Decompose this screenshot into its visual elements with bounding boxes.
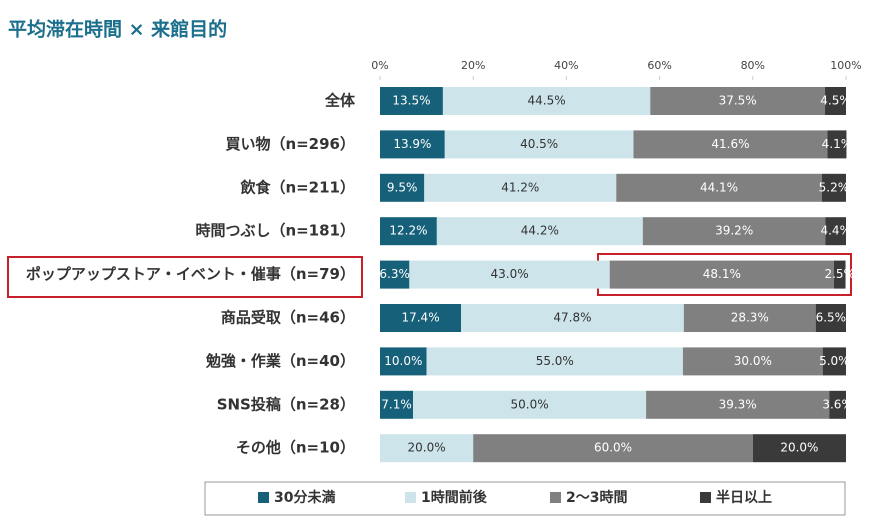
bar-segment xyxy=(642,217,826,246)
bar-segment xyxy=(633,130,828,159)
category-label: 飲食（n=211） xyxy=(239,178,355,196)
x-tick-label: 40% xyxy=(554,59,578,72)
bar-segment xyxy=(650,87,826,115)
bar-segment xyxy=(825,217,846,246)
legend-label: 30分未満 xyxy=(274,489,335,506)
value-label: 43.0% xyxy=(490,267,528,281)
bar-segment xyxy=(380,130,445,159)
value-label: 37.5% xyxy=(719,94,757,108)
bar-segment xyxy=(825,87,846,115)
value-label: 44.2% xyxy=(521,224,559,238)
value-label: 5.2% xyxy=(819,180,850,194)
bar-segment xyxy=(409,260,610,289)
bar-segment xyxy=(380,173,425,202)
category-label: 勉強・作業（n=40） xyxy=(205,352,355,370)
value-label: 50.0% xyxy=(511,397,549,411)
x-tick-label: 80% xyxy=(741,59,765,72)
bar-segment xyxy=(752,434,846,463)
bar-segment xyxy=(461,304,684,332)
highlight-box xyxy=(7,256,363,298)
value-label: 41.6% xyxy=(711,137,749,151)
category-label: 買い物（n=296） xyxy=(225,135,355,153)
legend-label: 2〜3時間 xyxy=(566,489,627,506)
value-label: 40.5% xyxy=(520,137,558,151)
value-label: 2.5% xyxy=(824,267,855,281)
value-label: 13.5% xyxy=(392,94,430,108)
category-label: SNS投稿（n=28） xyxy=(217,395,355,413)
bar-segment xyxy=(616,173,822,202)
chart-title: 平均滞在時間 × 来館目的 xyxy=(8,18,227,41)
value-label: 39.2% xyxy=(715,224,753,238)
legend-swatch xyxy=(700,492,711,503)
value-label: 20.0% xyxy=(780,441,818,455)
value-label: 44.1% xyxy=(700,180,738,194)
category-label: ポップアップストア・イベント・催事（n=79） xyxy=(26,265,355,283)
value-label: 6.5% xyxy=(816,311,847,325)
bar-segment xyxy=(473,434,753,463)
value-label: 5.0% xyxy=(819,354,850,368)
value-label: 41.2% xyxy=(501,180,539,194)
legend-label: 1時間前後 xyxy=(421,489,488,506)
x-tick-label: 0% xyxy=(371,59,388,72)
legend-box xyxy=(204,481,846,516)
value-label: 6.3% xyxy=(379,267,410,281)
category-label: その他（n=10） xyxy=(236,439,355,457)
bar-segment xyxy=(380,390,414,419)
value-label: 20.0% xyxy=(408,441,446,455)
value-label: 3.6% xyxy=(822,397,853,411)
bar-segment xyxy=(833,260,846,289)
legend-label: 半日以上 xyxy=(716,489,772,506)
x-tick-label: 20% xyxy=(461,59,485,72)
value-label: 10.0% xyxy=(384,354,422,368)
value-label: 12.2% xyxy=(389,224,427,238)
bar-segment xyxy=(380,217,437,246)
value-label: 13.9% xyxy=(393,137,431,151)
bar-segment xyxy=(682,347,823,376)
value-label: 60.0% xyxy=(594,441,632,455)
bar-segment xyxy=(424,173,617,202)
x-tick-label: 100% xyxy=(830,59,861,72)
bar-segment xyxy=(444,130,634,159)
bar-segment xyxy=(829,390,846,419)
bar-segment xyxy=(821,173,846,202)
bar-segment xyxy=(380,347,427,376)
value-label: 4.5% xyxy=(820,94,851,108)
bar-segment xyxy=(442,87,651,115)
value-label: 4.1% xyxy=(822,137,853,151)
legend-swatch xyxy=(550,492,561,503)
bar-segment xyxy=(436,217,643,246)
bar-segment xyxy=(380,434,474,463)
legend-swatch xyxy=(258,492,269,503)
bar-segment xyxy=(413,390,647,419)
value-label: 44.5% xyxy=(528,94,566,108)
bar-segment xyxy=(827,130,847,159)
category-label: 全体 xyxy=(324,92,356,110)
bar-segment xyxy=(609,260,834,289)
bar-segment xyxy=(380,260,410,289)
value-label: 55.0% xyxy=(536,354,574,368)
category-label: 商品受取（n=46） xyxy=(221,309,355,327)
value-label: 28.3% xyxy=(731,311,769,325)
bar-segment xyxy=(815,304,846,332)
value-label: 30.0% xyxy=(734,354,772,368)
bar-segment xyxy=(426,347,683,376)
bar-segment xyxy=(380,87,443,115)
value-label: 47.8% xyxy=(553,311,591,325)
bar-segment xyxy=(822,347,846,376)
legend-swatch xyxy=(405,492,416,503)
value-label: 4.4% xyxy=(820,224,851,238)
value-label: 48.1% xyxy=(703,267,741,281)
bar-segment xyxy=(380,304,462,332)
x-tick-label: 60% xyxy=(647,59,671,72)
bar-segment xyxy=(683,304,816,332)
value-label: 7.1% xyxy=(381,397,412,411)
category-label: 時間つぶし（n=181） xyxy=(195,222,355,240)
bar-segment xyxy=(646,390,830,419)
value-label: 39.3% xyxy=(719,397,757,411)
value-label: 17.4% xyxy=(401,311,439,325)
value-label: 9.5% xyxy=(387,180,418,194)
